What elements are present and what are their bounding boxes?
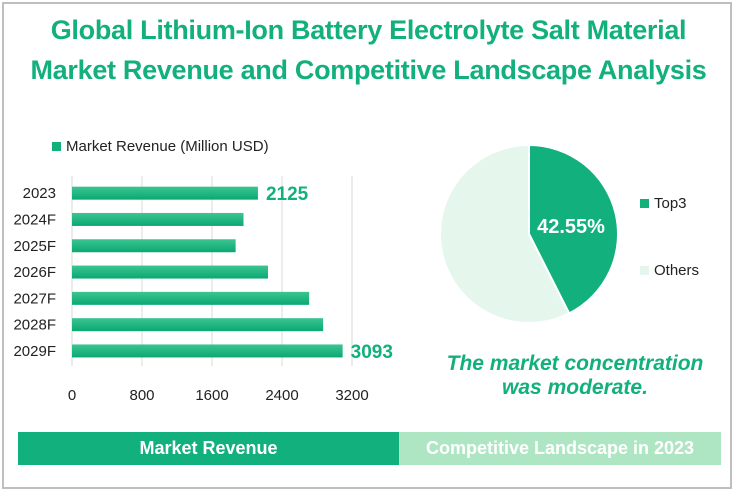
pie-slice-top3	[528, 143, 619, 315]
conclusion-text: The market concentration was moderate.	[420, 352, 730, 400]
data-label-2023: 2125	[266, 184, 309, 205]
x-tick-label: 800	[129, 387, 154, 404]
conclusion-line-2: was moderate.	[502, 376, 648, 399]
legend-swatch-others	[640, 266, 649, 275]
bar-2025F	[72, 239, 236, 253]
legend-label-revenue: Market Revenue (Million USD)	[66, 138, 269, 155]
legend-label-top3: Top3	[654, 195, 687, 212]
bar-2023	[72, 186, 258, 200]
bar-2027F	[72, 291, 310, 305]
page-title: Global Lithium-Ion Battery Electrolyte S…	[0, 10, 737, 90]
x-tick-label: 2400	[265, 387, 298, 404]
y-category-label: 2024F	[13, 211, 56, 228]
y-category-label: 2023	[23, 185, 56, 202]
legend-label-others: Others	[654, 262, 700, 279]
bar-2028F	[72, 318, 324, 332]
title-line-1: Global Lithium-Ion Battery Electrolyte S…	[50, 15, 687, 45]
title-line-2: Market Revenue and Competitive Landscape…	[30, 55, 707, 85]
bar-2029F	[72, 344, 343, 358]
y-category-label: 2025F	[13, 238, 56, 255]
bar-2026F	[72, 265, 268, 279]
legend-swatch-top3	[640, 199, 649, 208]
pie-chart: 42.55%	[439, 143, 619, 324]
data-label-2029F: 3093	[351, 342, 393, 363]
pie-slice-others	[439, 143, 571, 324]
pie-legend-others: Others	[640, 262, 699, 279]
x-tick-label: 0	[68, 387, 76, 404]
bar-2024F	[72, 212, 244, 226]
pie-legend-top3: Top3	[640, 195, 687, 212]
y-category-label: 2027F	[13, 290, 56, 307]
y-category-label: 2026F	[13, 264, 56, 281]
x-tick-label: 3200	[335, 387, 368, 404]
tab-competitive-landscape: Competitive Landscape in 2023	[399, 432, 721, 465]
x-tick-label: 1600	[195, 387, 228, 404]
bar-chart: 0 800 1600 2400 3200 2023 2125 2024F 2025F 2026F 2…	[13, 176, 393, 404]
tab-market-revenue: Market Revenue	[18, 432, 399, 465]
legend-swatch-revenue	[52, 142, 61, 151]
y-category-label: 2029F	[13, 343, 56, 360]
conclusion-line-1: The market concentration	[446, 352, 704, 375]
bar-chart-legend: Market Revenue (Million USD)	[52, 138, 269, 155]
pie-data-label-top3: 42.55%	[537, 216, 605, 238]
y-category-label: 2028F	[13, 317, 56, 334]
